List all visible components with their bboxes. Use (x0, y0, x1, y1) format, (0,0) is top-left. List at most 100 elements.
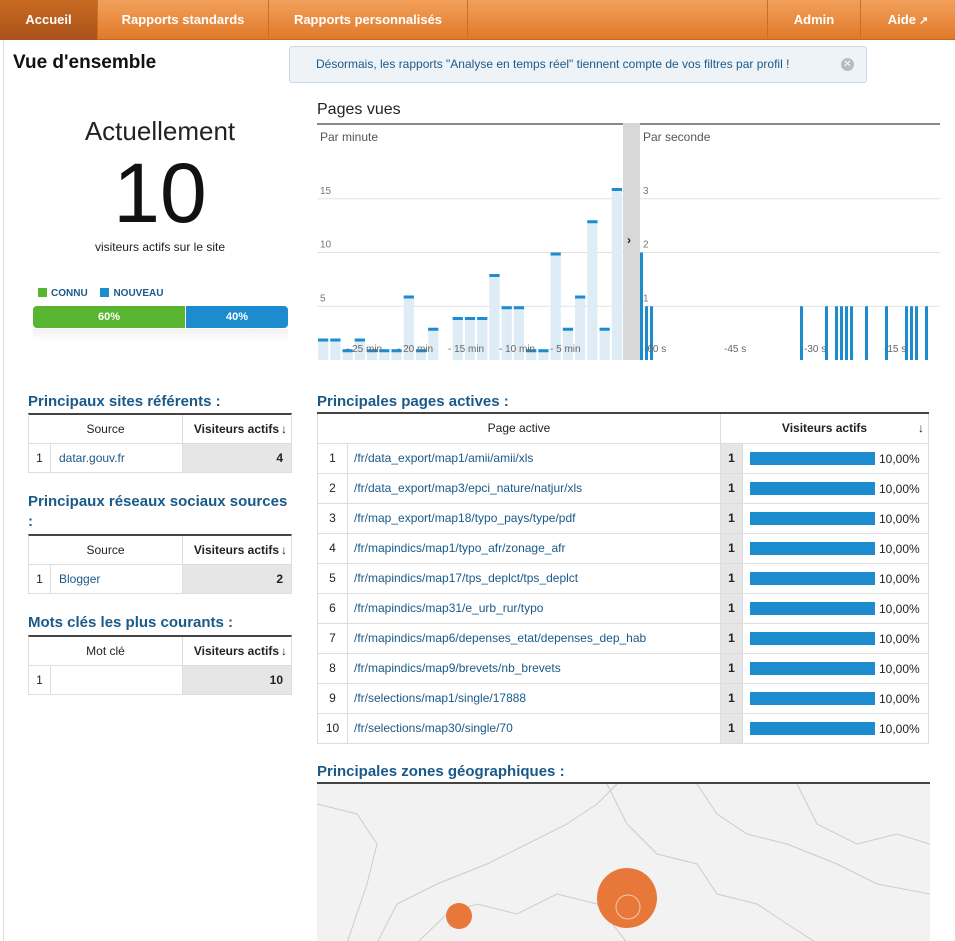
nav-help-label: Aide (887, 12, 916, 27)
row-source-link[interactable]: Blogger (51, 565, 183, 593)
per-minute-label: Par minute (320, 130, 379, 144)
row-count: 1 (721, 534, 743, 563)
col-visitors[interactable]: Visiteurs actifs ↓ (183, 415, 291, 443)
y-tick-label: 1 (643, 293, 649, 304)
map-border-line (317, 803, 378, 941)
bar (845, 306, 848, 360)
nav-admin[interactable]: Admin (767, 0, 860, 40)
row-page-link[interactable]: /fr/selections/map30/single/70 (348, 714, 721, 743)
bar (391, 349, 402, 353)
visitor-split-bar: 60% 40% (33, 306, 288, 328)
bar (538, 349, 549, 353)
row-value: 2 (183, 565, 291, 593)
geo-map[interactable] (317, 782, 930, 941)
col-visitors[interactable]: Visiteurs actifs ↓ (183, 536, 291, 564)
location-marker-ring (615, 894, 641, 920)
row-index: 5 (318, 564, 348, 593)
bar (562, 327, 574, 331)
bar (318, 338, 329, 342)
table-header: Page active Visiteurs actifs ↓ (317, 414, 929, 444)
per-second-label: Par seconde (643, 130, 711, 144)
row-count: 1 (721, 474, 743, 503)
row-percent: 10,00% (879, 571, 920, 586)
nav-custom-reports[interactable]: Rapports personnalisés (269, 0, 468, 40)
bar-area (575, 295, 586, 360)
bar (645, 306, 648, 360)
row-percent: 10,00% (879, 541, 920, 556)
bar (587, 220, 598, 224)
nav-help[interactable]: Aide ↗ (860, 0, 955, 40)
row-index: 1 (318, 444, 348, 473)
row-page-link[interactable]: /fr/mapindics/map6/depenses_etat/depense… (348, 624, 721, 653)
row-page-link[interactable]: /fr/map_export/map18/typo_pays/type/pdf (348, 504, 721, 533)
bar (825, 306, 828, 360)
map-border-line (377, 784, 618, 941)
row-page-link[interactable]: /fr/selections/map1/single/17888 (348, 684, 721, 713)
row-page-link[interactable]: /fr/data_export/map3/epci_nature/natjur/… (348, 474, 721, 503)
location-marker[interactable] (597, 868, 657, 928)
nav-standard-reports[interactable]: Rapports standards (98, 0, 269, 40)
row-bar-cell: 10,00% (743, 444, 928, 473)
row-bar-cell: 10,00% (743, 714, 928, 743)
legend-known: CONNU (51, 288, 88, 299)
row-index: 1 (29, 444, 51, 472)
bar (925, 306, 928, 360)
col-visitors[interactable]: Visiteurs actifs ↓ (183, 637, 291, 665)
table-header: Mot clé Visiteurs actifs ↓ (29, 637, 291, 666)
col-visitors-label: Visiteurs actifs (193, 422, 279, 436)
row-page-link[interactable]: /fr/mapindics/map31/e_urb_rur/typo (348, 594, 721, 623)
bar-area (391, 349, 402, 360)
row-percent: 10,00% (879, 511, 920, 526)
close-icon[interactable]: ✕ (841, 58, 854, 71)
col-visitors-label: Visiteurs actifs (193, 644, 279, 658)
table-header: Source Visiteurs actifs ↓ (29, 536, 291, 565)
map-svg (317, 784, 930, 941)
row-bar-cell: 10,00% (743, 684, 928, 713)
row-page-link[interactable]: /fr/data_export/map1/amii/amii/xls (348, 444, 721, 473)
bar (464, 317, 476, 320)
bar (489, 274, 500, 277)
location-marker[interactable] (446, 903, 472, 929)
bar (415, 349, 427, 353)
chart-separator[interactable] (623, 123, 640, 360)
chevron-right-icon[interactable]: › (627, 233, 631, 247)
table-row: 1/fr/data_export/map1/amii/amii/xls 1 10,0… (317, 444, 929, 474)
row-index: 3 (318, 504, 348, 533)
map-border-line (696, 784, 930, 895)
y-tick-label: 5 (320, 293, 326, 304)
bar (599, 327, 610, 331)
row-page-link[interactable]: /fr/mapindics/map9/brevets/nb_brevets (348, 654, 721, 683)
row-page-link[interactable]: /fr/mapindics/map1/typo_afr/zonage_afr (348, 534, 721, 563)
row-page-link[interactable]: /fr/mapindics/map17/tps_deplct/tps_deplc… (348, 564, 721, 593)
table-row: 5/fr/mapindics/map17/tps_deplct/tps_depl… (317, 564, 929, 594)
table-header: Source Visiteurs actifs ↓ (29, 415, 291, 444)
bar (452, 317, 463, 320)
col-keyword: Mot clé (29, 637, 183, 665)
row-index: 2 (318, 474, 348, 503)
row-source-link[interactable]: datar.gouv.fr (51, 444, 183, 472)
nav-home[interactable]: Accueil (0, 0, 98, 40)
table-row: 7/fr/mapindics/map6/depenses_etat/depens… (317, 624, 929, 654)
keywords-table: Mot clé Visiteurs actifs ↓ 1 10 (28, 635, 292, 695)
sort-down-icon: ↓ (281, 543, 287, 557)
bar-area (354, 338, 365, 360)
col-source: Source (29, 415, 183, 443)
bar-area (611, 188, 622, 360)
x-tick-label: -30 s (804, 344, 826, 355)
table-row: 10/fr/selections/map30/single/70 1 10,00% (317, 714, 929, 744)
bar (550, 252, 561, 256)
bar-area (403, 295, 414, 360)
per-minute-chart: Par minute 5 10 15 - 25 min - 20 min - 15 min… (317, 123, 623, 363)
table-row: 8/fr/mapindics/map9/brevets/nb_brevets 1 1… (317, 654, 929, 684)
table-row: 1 datar.gouv.fr 4 (29, 444, 291, 473)
bar (905, 306, 908, 360)
col-visitors[interactable]: Visiteurs actifs ↓ (721, 414, 928, 443)
row-count: 1 (721, 504, 743, 533)
row-bar-cell: 10,00% (743, 534, 928, 563)
x-tick-label: -60 s (644, 344, 666, 355)
y-tick-label: 10 (320, 240, 332, 251)
row-percent: 10,00% (879, 721, 920, 736)
row-value: 10 (183, 666, 291, 694)
row-percent: 10,00% (879, 481, 920, 496)
row-index: 6 (318, 594, 348, 623)
